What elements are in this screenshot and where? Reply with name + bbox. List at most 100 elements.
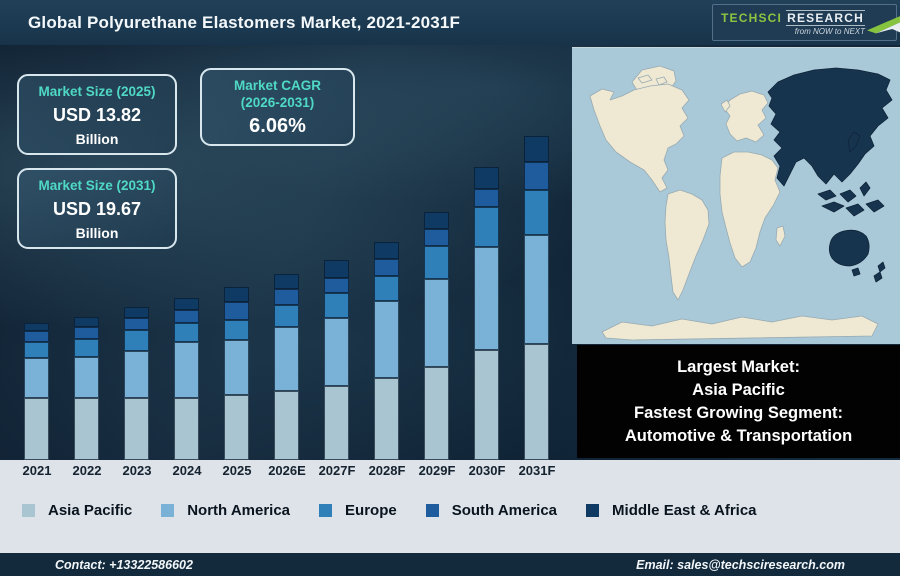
bar-segment-europe: [24, 342, 49, 358]
bar-segment-north-america: [74, 357, 99, 398]
market-size-2031-box: Market Size (2031) USD 19.67 Billion: [17, 168, 177, 249]
bar-segment-europe: [474, 207, 499, 247]
logo-brand-secondary: Research: [786, 9, 866, 26]
bar-segment-asia-pacific: [174, 398, 199, 460]
x-axis-label-2021: 2021: [22, 463, 52, 478]
bar-segment-middle-east-africa: [474, 167, 499, 189]
bar-segment-south-america: [524, 162, 549, 190]
bar-segment-asia-pacific: [274, 391, 299, 460]
bar-2024: [174, 298, 199, 460]
bar-segment-europe: [174, 323, 199, 342]
title-bar: Global Polyurethane Elastomers Market, 2…: [0, 0, 900, 45]
logo-tagline: from NOW to NEXT: [794, 26, 866, 36]
x-axis-label-2024: 2024: [172, 463, 202, 478]
bar-segment-europe: [524, 190, 549, 235]
bar-2022: [74, 317, 99, 460]
bar-2023: [124, 307, 149, 460]
bar-segment-asia-pacific: [474, 350, 499, 460]
bar-segment-north-america: [274, 327, 299, 391]
bar-segment-south-america: [374, 259, 399, 276]
stacked-bar-chart: [0, 45, 573, 460]
footer-bar: Contact: +13322586602 Email: sales@techs…: [0, 553, 900, 576]
bar-segment-asia-pacific: [324, 386, 349, 460]
market-cagr-value: 6.06%: [249, 115, 306, 137]
bar-segment-north-america: [174, 342, 199, 398]
axis-and-legend-band: 2021 2022 2023 2024 2025 2026E 2027F 2028F 2029F…: [0, 460, 900, 553]
legend-swatch-middle-east-africa: [586, 504, 600, 517]
logo-text: TechSci Research from NOW to NEXT: [721, 9, 866, 36]
bar-segment-middle-east-africa: [524, 136, 549, 162]
x-axis-label-2022: 2022: [72, 463, 102, 478]
bar-segment-asia-pacific: [24, 398, 49, 460]
caption-line-1: Largest Market:: [677, 357, 800, 376]
legend-swatch-europe: [319, 504, 333, 517]
bar-2021: [24, 323, 49, 460]
bar-segment-south-america: [324, 278, 349, 293]
bar-2027f: [324, 260, 349, 460]
market-size-2025-box: Market Size (2025) USD 13.82 Billion: [17, 74, 177, 155]
bar-segment-south-america: [424, 229, 449, 246]
bar-segment-asia-pacific: [374, 378, 399, 460]
market-size-2031-value: USD 19.67: [52, 199, 142, 219]
legend-swatch-south-america: [425, 504, 439, 517]
x-axis-label-2031f: 2031F: [518, 463, 556, 478]
market-cagr-box: Market CAGR (2026-2031) 6.06%: [200, 68, 355, 146]
bar-segment-south-america: [74, 327, 99, 339]
market-size-2025-heading: Market Size (2025): [38, 84, 156, 99]
x-axis-label-2028f: 2028F: [368, 463, 406, 478]
bar-segment-north-america: [474, 247, 499, 350]
bar-segment-north-america: [324, 318, 349, 386]
bar-segment-north-america: [24, 358, 49, 398]
legend-label-middle-east-africa: Middle East & Africa: [612, 502, 757, 519]
x-axis-label-2030f: 2030F: [468, 463, 506, 478]
bar-segment-europe: [224, 320, 249, 340]
legend-swatch-north-america: [161, 504, 175, 517]
x-axis-label-2029f: 2029F: [418, 463, 456, 478]
caption-line-4: Automotive & Transportation: [624, 426, 853, 445]
caption-line-3: Fastest Growing Segment:: [633, 403, 844, 422]
bar-segment-middle-east-africa: [24, 323, 49, 331]
footer-contact: Contact: +13322586602: [55, 557, 193, 572]
x-axis-label-2025: 2025: [222, 463, 252, 478]
caption-line-2: Asia Pacific: [692, 380, 785, 399]
bar-segment-middle-east-africa: [224, 287, 249, 302]
chart-legend: Asia Pacific North America Europe South Ame…: [22, 502, 757, 519]
bar-segment-middle-east-africa: [124, 307, 149, 318]
bar-2030f: [474, 167, 499, 460]
legend-label-north-america: North America: [187, 502, 291, 519]
bar-segment-asia-pacific: [124, 398, 149, 460]
bar-segment-middle-east-africa: [174, 298, 199, 310]
bar-segment-asia-pacific: [224, 395, 249, 460]
bar-segment-middle-east-africa: [424, 212, 449, 229]
footer-email: Email: sales@techsciresearch.com: [636, 557, 845, 572]
market-cagr-subheading: (2026-2031): [240, 95, 315, 110]
bar-segment-middle-east-africa: [374, 242, 399, 259]
world-map: [572, 47, 900, 344]
bar-segment-middle-east-africa: [324, 260, 349, 278]
bar-segment-north-america: [374, 301, 399, 378]
legend-item-north-america: North America: [161, 502, 290, 519]
legend-label-asia-pacific: Asia Pacific: [48, 502, 133, 519]
bar-segment-europe: [324, 293, 349, 318]
bar-segment-middle-east-africa: [74, 317, 99, 327]
bar-segment-south-america: [274, 289, 299, 305]
bar-segment-asia-pacific: [424, 367, 449, 460]
bar-segment-south-america: [124, 318, 149, 330]
market-size-2025-value: USD 13.82: [52, 105, 142, 125]
world-map-svg: [572, 48, 900, 344]
bar-segment-south-america: [474, 189, 499, 207]
arrow-icon: [867, 15, 900, 33]
legend-item-asia-pacific: Asia Pacific: [22, 502, 132, 519]
bar-segment-south-america: [24, 331, 49, 342]
bar-segment-europe: [274, 305, 299, 327]
map-highlight-asia-pacific: [767, 67, 893, 283]
bar-segment-europe: [374, 276, 399, 301]
bar-segment-north-america: [524, 235, 549, 344]
bar-2031f: [524, 136, 549, 460]
bar-segment-europe: [424, 246, 449, 279]
legend-swatch-asia-pacific: [22, 504, 35, 517]
market-size-2025-unit: Billion: [75, 131, 119, 147]
bar-2029f: [424, 212, 449, 460]
largest-market-caption-box: Largest Market: Asia Pacific Fastest Gro…: [577, 345, 900, 458]
